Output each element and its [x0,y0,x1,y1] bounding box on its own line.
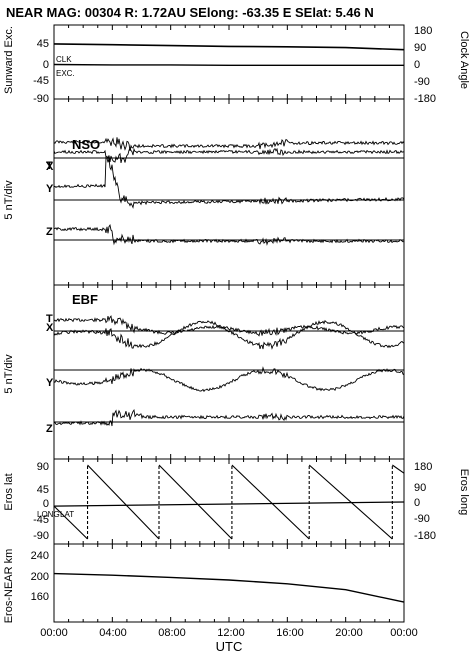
eros-long-ytick-neg90: -90 [414,513,430,525]
time-tick-1600: 16:00 [276,627,304,639]
series-long-segment [87,464,160,540]
series-long-segment [53,505,88,540]
time-tick-0800: 08:00 [158,627,186,639]
clk-inline-label: CLK [56,55,72,64]
nso-X-trace [53,146,405,164]
series-long-segment [308,464,393,540]
eros-position-frame [53,458,405,545]
nso-T-trace [53,137,405,151]
sunward-excursion-panel: Sunward Exc. Clock Angle 45 0 -45 -90 18… [3,25,470,105]
distance-ytick-240: 240 [31,550,49,562]
exc-inline-label: EXC. [56,69,75,78]
ebf-label-X: X [46,322,54,334]
eros-long-ylabel: Eros long [458,469,470,515]
ebf-title: EBF [72,292,98,307]
clock-ytick-90: 90 [414,42,426,54]
eros-lat-ytick-neg45: -45 [33,514,49,526]
sunward-ytick-45: 45 [37,38,49,50]
ebf-X-trace [53,319,405,350]
ebf-ylabel: 5 nT/div [3,354,15,394]
time-tick-2000: 20:00 [335,627,363,639]
eros-lat-ytick-0: 0 [43,498,49,510]
nso-frame [53,98,405,286]
distance-ytick-160: 160 [31,591,49,603]
ebf-Z-trace [53,408,405,427]
sunward-ytick-neg45: -45 [33,75,49,87]
ebf-label-T: T [46,313,53,325]
eros-long-ytick-90: 90 [414,482,426,494]
eros-lat-ytick-neg90: -90 [33,530,49,542]
nso-Y-trace [53,156,405,209]
eros-lat-ylabel: Eros lat [3,473,15,510]
nso-label-Y: Y [46,183,54,195]
eros-near-ylabel: Eros-NEAR km [3,549,15,624]
eros-long-ytick-0: 0 [414,497,420,509]
lat-inline-label: LAT [60,510,74,519]
nso-Z-trace [53,223,405,246]
series-distance-line [53,572,405,603]
series-long-segment [231,464,310,540]
ebf-label-Z: Z [46,423,53,435]
time-tick-2400: 00:00 [390,627,418,639]
x-axis-label: UTC [216,639,243,654]
series-clk-line [53,43,405,51]
ebf-label-Y: Y [46,377,54,389]
nso-ylabel: 5 nT/div [3,180,15,220]
eros-long-ytick-neg180: -180 [414,530,436,542]
nso-title: NSO [72,137,100,152]
figure-title: NEAR MAG: 00304 R: 1.72AU SElong: -63.35… [6,5,374,20]
nso-panel: NSO 5 nT/div T X Y Z [3,137,405,246]
sunward-ylabel: Sunward Exc. [3,26,15,94]
time-tick-1200: 12:00 [217,627,245,639]
eros-lat-ytick-90: 90 [37,461,49,473]
nso-label-X: X [46,161,54,173]
ebf-T-trace [53,315,405,337]
series-lat-line [53,501,405,507]
clock-ytick-neg180: -180 [414,93,436,105]
eros-near-panel: Eros-NEAR km 240 200 160 [3,549,405,624]
time-tick-0400: 04:00 [99,627,127,639]
eros-position-panel: Eros lat Eros long 90 45 0 -45 -90 180 9… [3,461,470,542]
nso-label-Z: Z [46,226,53,238]
series-long-segment [158,464,233,540]
nso-label-T: T [46,160,53,172]
series-long-segment [392,464,405,474]
sunward-ytick-0: 0 [43,59,49,71]
panel-frames [53,24,405,623]
ebf-panel: EBF 5 nT/div T X Y Z [3,292,405,435]
sunward-ytick-neg90: -90 [33,93,49,105]
clock-ytick-0: 0 [414,59,420,71]
series-exc-line [53,63,404,67]
ebf-Y-trace [53,366,405,393]
clock-angle-ylabel: Clock Angle [458,31,470,89]
eros-near-frame [53,543,405,623]
time-tick-0000: 00:00 [40,627,68,639]
long-inline-label: LONG [37,510,60,519]
clock-ytick-neg90: -90 [414,76,430,88]
clock-ytick-180: 180 [414,25,432,37]
distance-ytick-200: 200 [31,571,49,583]
sunward-frame [53,24,405,100]
ebf-frame [53,284,405,460]
eros-lat-ytick-45: 45 [37,484,49,496]
eros-long-ytick-180: 180 [414,461,432,473]
